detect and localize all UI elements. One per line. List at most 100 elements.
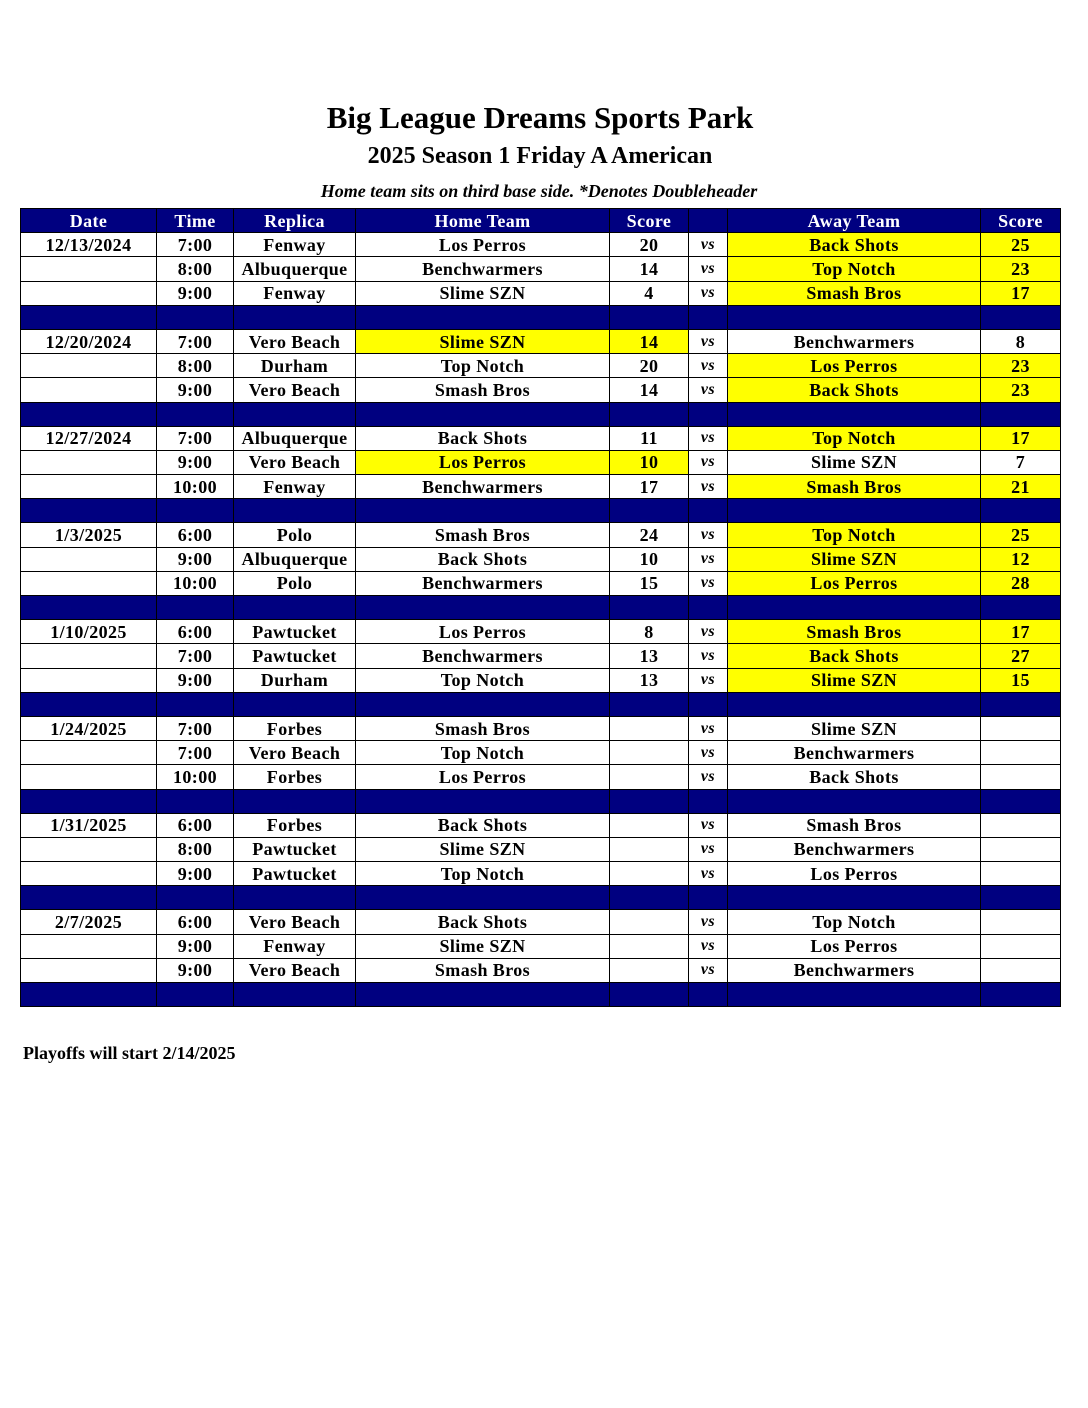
date-cell: 1/24/2025 bbox=[20, 715, 157, 742]
home-score-cell bbox=[609, 812, 689, 838]
separator-cell bbox=[20, 885, 157, 911]
vs-cell: vs bbox=[688, 474, 728, 500]
separator-cell bbox=[233, 981, 356, 1008]
home-score-cell bbox=[609, 933, 689, 959]
separator-cell bbox=[688, 691, 728, 717]
away-score-cell: 21 bbox=[980, 474, 1061, 500]
game-row: 9:00 Durham Top Notch 13 vs Slime SZN 15 bbox=[20, 667, 1061, 693]
replica-cell: Pawtucket bbox=[233, 861, 356, 887]
home-score-cell: 20 bbox=[609, 232, 689, 258]
home-score-cell bbox=[609, 957, 689, 984]
replica-cell: Vero Beach bbox=[233, 957, 356, 984]
column-header-date: Date bbox=[20, 207, 157, 234]
date-cell bbox=[20, 256, 157, 282]
game-row: 9:00 Pawtucket Top Notch vs Los Perros bbox=[20, 861, 1061, 887]
separator-cell bbox=[980, 594, 1061, 621]
date-cell bbox=[20, 861, 157, 887]
vs-cell: vs bbox=[688, 377, 728, 403]
vs-cell: vs bbox=[688, 546, 728, 572]
time-cell: 8:00 bbox=[156, 256, 234, 282]
separator-cell bbox=[233, 885, 356, 911]
date-cell bbox=[20, 933, 157, 959]
time-cell: 9:00 bbox=[156, 449, 234, 476]
separator-cell bbox=[980, 788, 1061, 814]
separator-cell bbox=[980, 691, 1061, 717]
game-row: 1/10/2025 6:00 Pawtucket Los Perros 8 vs Smash… bbox=[20, 619, 1061, 645]
separator-cell bbox=[688, 885, 728, 911]
time-cell: 7:00 bbox=[156, 328, 234, 355]
page-title: Big League Dreams Sports Park bbox=[326, 100, 754, 135]
away-score-cell: 25 bbox=[980, 232, 1061, 258]
away-team-cell: Los Perros bbox=[727, 570, 981, 597]
separator-cell bbox=[20, 498, 157, 524]
game-row: 8:00 Durham Top Notch 20 vs Los Perros 23 bbox=[20, 353, 1061, 379]
separator-cell bbox=[156, 498, 234, 524]
week-separator-row bbox=[20, 498, 1061, 524]
date-cell bbox=[20, 836, 157, 863]
separator-cell bbox=[609, 981, 689, 1008]
time-cell: 6:00 bbox=[156, 522, 234, 548]
date-cell bbox=[20, 474, 157, 500]
away-score-cell bbox=[980, 836, 1061, 863]
separator-cell bbox=[609, 788, 689, 814]
header-row: Date Time Replica Home Team Score Away Team Sc… bbox=[20, 207, 1061, 234]
game-row: 10:00 Fenway Benchwarmers 17 vs Smash Bros 21 bbox=[20, 474, 1061, 500]
vs-cell: vs bbox=[688, 957, 728, 984]
separator-cell bbox=[688, 401, 728, 427]
separator-cell bbox=[233, 401, 356, 427]
replica-cell: Durham bbox=[233, 667, 356, 693]
away-team-cell: Los Perros bbox=[727, 861, 981, 887]
home-team-cell: Benchwarmers bbox=[355, 643, 610, 669]
week-separator-row bbox=[20, 401, 1061, 427]
separator-cell bbox=[233, 691, 356, 717]
away-team-cell: Los Perros bbox=[727, 933, 981, 959]
date-cell bbox=[20, 377, 157, 403]
date-cell: 1/31/2025 bbox=[20, 812, 157, 838]
separator-cell bbox=[980, 885, 1061, 911]
game-row: 9:00 Fenway Slime SZN 4 vs Smash Bros 17 bbox=[20, 280, 1061, 306]
separator-cell bbox=[688, 981, 728, 1008]
home-team-cell: Benchwarmers bbox=[355, 256, 610, 282]
vs-cell: vs bbox=[688, 522, 728, 548]
date-cell bbox=[20, 740, 157, 766]
separator-cell bbox=[20, 981, 157, 1008]
away-score-cell: 25 bbox=[980, 522, 1061, 548]
column-header-away-score: Score bbox=[980, 207, 1061, 234]
home-team-cell: Slime SZN bbox=[355, 933, 610, 959]
away-score-cell: 28 bbox=[980, 570, 1061, 597]
separator-cell bbox=[688, 788, 728, 814]
home-score-cell: 14 bbox=[609, 256, 689, 282]
home-team-cell: Back Shots bbox=[355, 425, 610, 451]
away-score-cell bbox=[980, 933, 1061, 959]
home-team-cell: Smash Bros bbox=[355, 715, 610, 742]
time-cell: 7:00 bbox=[156, 425, 234, 451]
away-team-cell: Los Perros bbox=[727, 353, 981, 379]
away-team-cell: Top Notch bbox=[727, 522, 981, 548]
separator-cell bbox=[727, 788, 981, 814]
date-cell bbox=[20, 449, 157, 476]
separator-cell bbox=[156, 594, 234, 621]
separator-cell bbox=[688, 304, 728, 330]
replica-cell: Vero Beach bbox=[233, 377, 356, 403]
week-separator-row bbox=[20, 304, 1061, 330]
replica-cell: Albuquerque bbox=[233, 546, 356, 572]
away-team-cell: Slime SZN bbox=[727, 715, 981, 742]
away-score-cell: 12 bbox=[980, 546, 1061, 572]
time-cell: 10:00 bbox=[156, 570, 234, 597]
home-team-cell: Top Notch bbox=[355, 740, 610, 766]
vs-cell: vs bbox=[688, 280, 728, 306]
away-team-cell: Benchwarmers bbox=[727, 836, 981, 863]
away-score-cell: 15 bbox=[980, 667, 1061, 693]
date-cell bbox=[20, 764, 157, 790]
column-header-time: Time bbox=[156, 207, 234, 234]
vs-cell: vs bbox=[688, 812, 728, 838]
vs-cell: vs bbox=[688, 933, 728, 959]
home-score-cell bbox=[609, 909, 689, 935]
date-cell bbox=[20, 353, 157, 379]
date-cell bbox=[20, 570, 157, 597]
replica-cell: Forbes bbox=[233, 812, 356, 838]
away-team-cell: Back Shots bbox=[727, 764, 981, 790]
separator-cell bbox=[727, 594, 981, 621]
game-row: 9:00 Albuquerque Back Shots 10 vs Slime SZN 12 bbox=[20, 546, 1061, 572]
home-team-cell: Back Shots bbox=[355, 812, 610, 838]
